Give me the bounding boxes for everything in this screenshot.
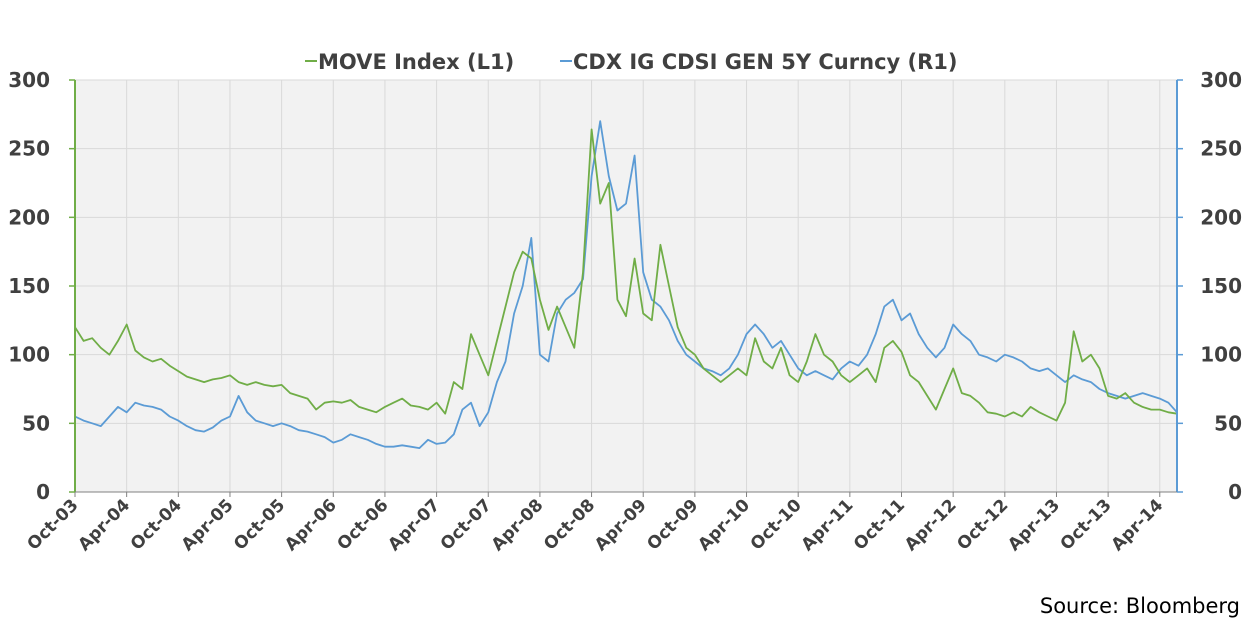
y-right-tick-label: 100 [1200,343,1242,367]
x-tick-label: Apr-08 [488,495,548,555]
y-left-tick-label: 200 [8,205,50,229]
x-tick-label: Apr-09 [591,495,651,555]
x-tick-label: Oct-12 [953,495,1012,554]
y-right-tick-label: 250 [1200,137,1242,161]
x-tick-label: Apr-04 [74,495,134,555]
series-layer [74,120,1178,449]
y-left-tick-label: 300 [8,68,50,92]
series-line-move [74,128,1178,422]
x-tick-label: Apr-13 [1004,495,1064,555]
x-tick-label: Oct-05 [230,495,289,554]
y-right-tick-label: 50 [1214,411,1242,435]
y-left-tick-label: 250 [8,137,50,161]
x-tick-label: Oct-04 [127,495,186,554]
x-tick-label: Oct-08 [540,495,599,554]
x-tick-label: Apr-12 [901,495,961,555]
x-tick-label: Apr-10 [694,495,754,555]
series-line-cdx [74,120,1178,449]
y-left-tick-label: 50 [22,411,50,435]
legend-label-cdx: CDX IG CDSI GEN 5Y Curncy (R1) [573,50,958,74]
x-tick-label: Oct-07 [437,495,496,554]
x-tick-label: Apr-05 [178,495,238,555]
y-right-tick-label: 0 [1228,480,1242,504]
legend: MOVE Index (L1) CDX IG CDSI GEN 5Y Curnc… [305,50,958,74]
axes [69,79,1183,497]
x-tick-label: Oct-09 [643,495,702,554]
x-tick-label: Apr-07 [384,495,444,555]
x-tick-label: Apr-06 [281,495,341,555]
x-tick-label: Oct-11 [850,495,909,554]
y-right-tick-label: 300 [1200,68,1242,92]
x-tick-label: Oct-03 [24,495,83,554]
x-tick-label: Apr-11 [798,495,858,555]
x-tick-label: Oct-13 [1057,495,1116,554]
x-tick-label: Oct-06 [334,495,393,554]
x-tick-label: Apr-14 [1108,495,1168,555]
x-tick-label: Oct-10 [747,495,806,554]
y-right-tick-label: 200 [1200,205,1242,229]
legend-label-move: MOVE Index (L1) [318,50,514,74]
y-left-tick-label: 150 [8,274,50,298]
y-right-tick-label: 150 [1200,274,1242,298]
source-note: Source: Bloomberg [1040,594,1240,618]
y-left-tick-label: 100 [8,343,50,367]
y-left-tick-label: 0 [36,480,50,504]
